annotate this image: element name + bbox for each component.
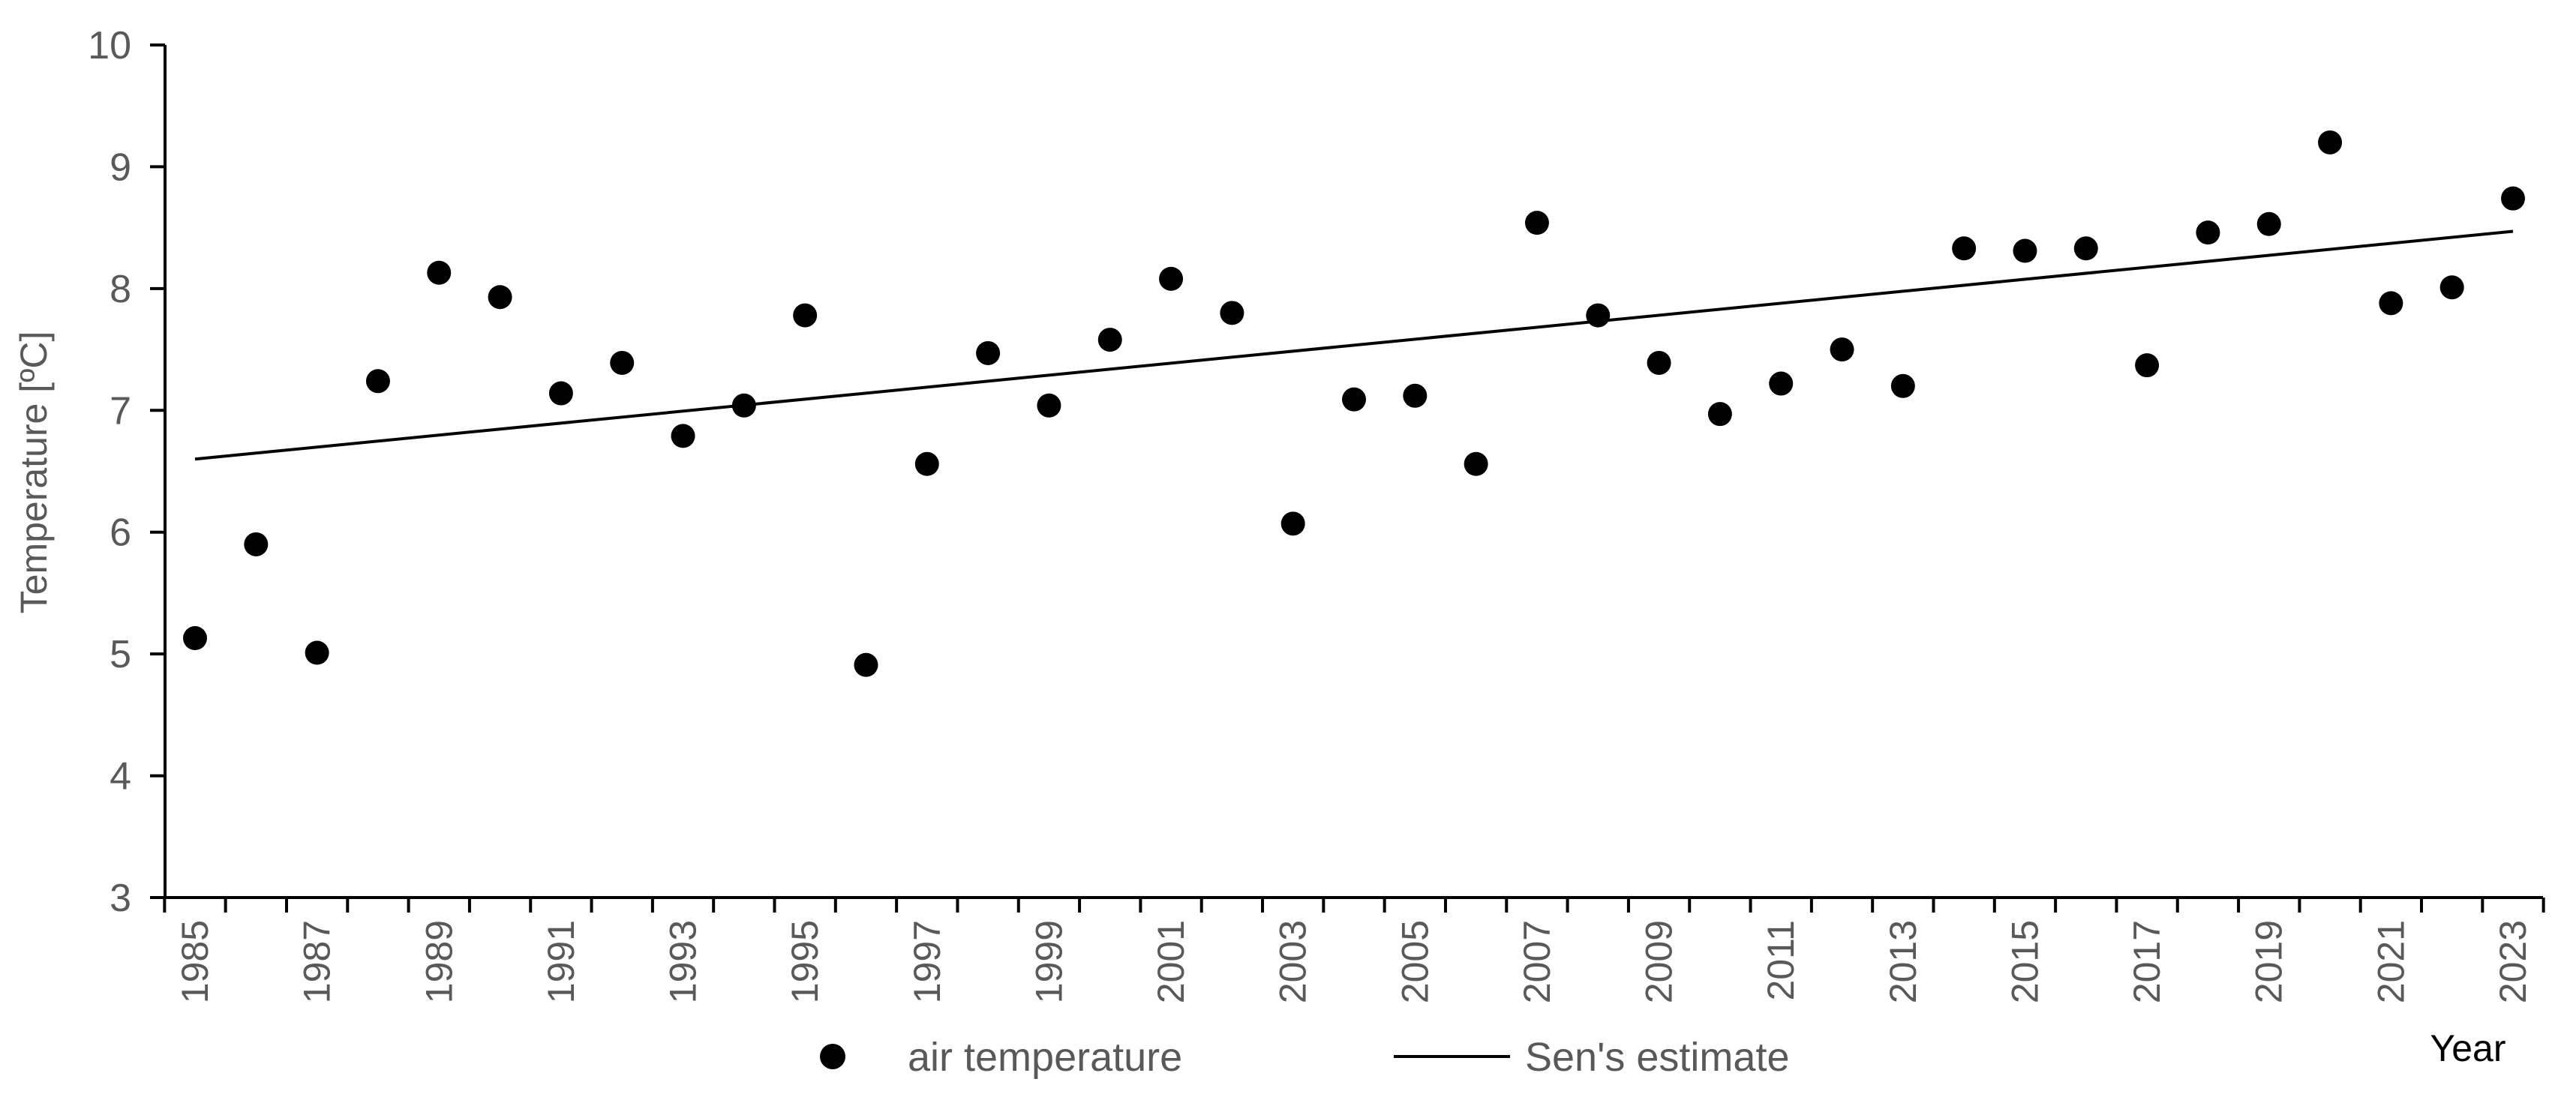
data-point xyxy=(1037,393,1061,418)
x-tick-label: 1989 xyxy=(418,920,460,1003)
data-point xyxy=(2135,353,2160,378)
data-point xyxy=(244,532,269,556)
x-tick-label: 1999 xyxy=(1028,920,1070,1003)
data-point xyxy=(2196,220,2220,245)
data-point xyxy=(976,340,1001,365)
y-tick-label: 9 xyxy=(110,145,131,189)
data-point xyxy=(1159,266,1184,291)
x-tick-label: 1985 xyxy=(174,920,216,1003)
data-point xyxy=(2073,236,2098,261)
data-point xyxy=(2013,238,2037,263)
y-axis-ticks: 3 4 5 6 7 8 9 10 xyxy=(88,24,165,920)
x-tick-label: 2005 xyxy=(1394,920,1436,1003)
x-tick-label: 2021 xyxy=(2370,920,2412,1003)
data-point xyxy=(1830,337,1854,362)
data-point xyxy=(1707,402,1732,427)
legend-marker-air-temperature xyxy=(820,1044,845,1069)
legend-label-air-temperature: air temperature xyxy=(908,1035,1182,1080)
x-tick-label: 2023 xyxy=(2492,920,2534,1003)
data-point xyxy=(427,260,452,285)
data-point xyxy=(1097,328,1122,352)
y-tick-label: 7 xyxy=(110,389,131,433)
data-point xyxy=(1342,387,1366,412)
data-point xyxy=(610,350,635,375)
data-point xyxy=(2256,211,2281,236)
data-point xyxy=(854,652,878,677)
trend-line-sens-estimate xyxy=(194,229,2514,461)
x-tick-label: 1991 xyxy=(540,920,582,1003)
x-tick-label: 1995 xyxy=(784,920,826,1003)
x-axis-ticks: 1985 1987 1989 1991 1993 1995 1997 1999 2001 2003… xyxy=(163,898,2545,1003)
data-point xyxy=(365,369,390,394)
legend: air temperature Sen's estimate xyxy=(820,1035,1789,1080)
x-tick-label: 2013 xyxy=(1882,920,1924,1003)
y-tick-label: 4 xyxy=(110,755,131,799)
data-point xyxy=(488,285,512,310)
x-tick-label: 1987 xyxy=(296,920,338,1003)
data-point xyxy=(1952,236,1977,261)
data-point xyxy=(1464,451,1488,476)
y-tick-label: 3 xyxy=(110,877,131,920)
data-point xyxy=(1769,371,1794,396)
y-axis-title: Temperature [ºC] xyxy=(13,331,55,614)
data-point xyxy=(1647,350,1671,375)
x-tick-label: 2003 xyxy=(1272,920,1314,1003)
x-tick-label: 1997 xyxy=(906,920,948,1003)
data-point xyxy=(2439,275,2464,300)
x-tick-label: 1993 xyxy=(662,920,704,1003)
y-tick-label: 8 xyxy=(110,268,131,311)
data-point xyxy=(2501,186,2525,211)
data-point xyxy=(2379,291,2403,316)
data-point xyxy=(2318,130,2343,154)
data-point xyxy=(305,640,329,665)
y-tick-label: 6 xyxy=(110,511,131,555)
data-point xyxy=(793,303,818,328)
data-point xyxy=(1586,303,1611,328)
data-point xyxy=(1524,211,1549,235)
x-tick-label: 2015 xyxy=(2004,920,2046,1003)
x-tick-label: 2011 xyxy=(1760,920,1802,1001)
y-tick-label: 10 xyxy=(88,24,131,67)
x-tick-label: 2019 xyxy=(2248,920,2290,1003)
data-point xyxy=(1403,383,1428,408)
data-point xyxy=(914,451,939,476)
data-point xyxy=(671,424,695,448)
data-point xyxy=(548,381,573,406)
data-point xyxy=(1220,301,1244,325)
x-tick-label: 2007 xyxy=(1516,920,1558,1003)
data-point xyxy=(1280,511,1305,536)
x-tick-label: 2001 xyxy=(1150,920,1192,1003)
x-axis-title: Year xyxy=(2430,1027,2505,1069)
legend-label-sens-estimate: Sen's estimate xyxy=(1525,1035,1789,1080)
x-tick-label: 2017 xyxy=(2126,920,2168,1003)
data-point xyxy=(1890,373,1915,398)
y-tick-label: 5 xyxy=(110,633,131,676)
data-point xyxy=(183,626,207,651)
x-tick-label: 2009 xyxy=(1638,920,1680,1003)
series-layer xyxy=(183,130,2525,677)
